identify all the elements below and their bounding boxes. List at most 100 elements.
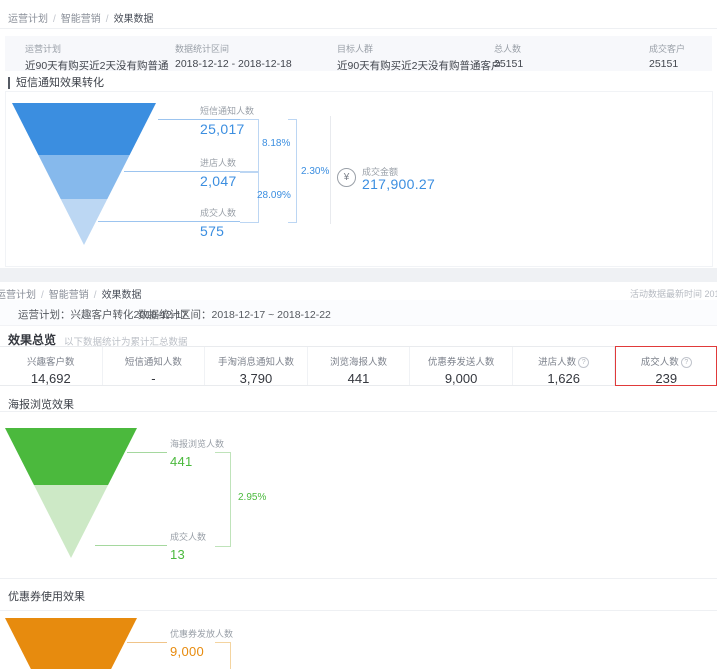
breadcrumb-separator: / [41, 290, 44, 301]
overview-stats-table: 兴趣客户数 14,692 短信通知人数 - 手淘消息通知人数 3,790 浏览海… [0, 346, 717, 386]
breadcrumb-item-plan[interactable]: 运营计划 [8, 14, 48, 25]
stat-col-poster-views: 浏览海报人数 441 [308, 347, 411, 386]
stat-label: 优惠券发送人数 [427, 357, 495, 368]
campaign-info-bar: 运营计划 近90天有购买近2天没有购普通 数据统计区间 2018-12-12 -… [5, 36, 712, 73]
connector-line [158, 119, 240, 120]
info-value: 25151 [649, 58, 679, 70]
rate-bracket [240, 119, 259, 173]
info-col-range: 数据统计区间 2018-12-12 - 2018-12-18 [175, 36, 292, 70]
section-title-coupon: 优惠券使用效果 [8, 591, 85, 603]
section-separator [0, 268, 717, 282]
stat-col-interested: 兴趣客户数 14,692 [0, 347, 103, 386]
connector-line [127, 642, 167, 643]
divider [0, 578, 717, 579]
connector-line [124, 171, 240, 172]
info-label: 运营计划 [25, 44, 62, 54]
stage-label-notified: 短信通知人数 [200, 106, 255, 116]
breadcrumb-separator: / [93, 290, 97, 301]
stage-label-visited: 进店人数 [200, 158, 237, 168]
stat-label: 进店人数? [513, 354, 615, 368]
info-value: 2018-12-12 - 2018-12-18 [175, 58, 292, 70]
stage-label-poster-views: 海报浏览人数 [170, 439, 225, 449]
divider [0, 28, 717, 29]
info-value: 近90天有购买近2天没有购普通客户 [337, 60, 502, 72]
breadcrumb-separator: / [53, 14, 56, 25]
info-label: 数据统计区间 [175, 44, 230, 54]
info-label: 成交客户 [649, 44, 686, 54]
stat-range: 数据统计区间：2018-12-17 ~ 2018-12-22 [138, 307, 331, 322]
breadcrumb-item-current: 效果数据 [101, 290, 142, 301]
stat-col-sms: 短信通知人数 - [103, 347, 206, 386]
funnel-segment-viewed [5, 428, 137, 485]
stat-label: 短信通知人数 [124, 357, 182, 368]
plan-value: 兴趣客户转化2018-12-17 [70, 309, 188, 321]
stage-value-visited: 2,047 [200, 173, 237, 189]
breadcrumb-separator: / [105, 14, 109, 25]
stage-value-coupon-sent: 9,000 [170, 644, 205, 659]
stat-col-transactions: 成交人数? 239 [615, 346, 717, 386]
rate-bracket [240, 171, 259, 223]
info-value: 25151 [494, 58, 524, 70]
stat-label: 兴趣客户数 [27, 357, 75, 368]
plan-name: 运营计划：兴趣客户转化2018-12-17 [18, 307, 187, 322]
info-value: 近90天有购买近2天没有购普通 [25, 60, 169, 72]
section-title-poster: 海报浏览效果 [8, 399, 74, 411]
stat-value: 1,626 [547, 371, 580, 386]
vertical-divider [330, 116, 331, 224]
rate-bracket-overall [288, 119, 297, 223]
stage-label-coupon-sent: 优惠券发放人数 [170, 629, 234, 639]
stage-value-poster-converted: 13 [170, 547, 186, 562]
breadcrumb-item-marketing[interactable]: 智能营销 [48, 290, 89, 301]
section-title-sms-funnel: 短信通知效果转化 [8, 77, 104, 89]
breadcrumb-item-plan[interactable]: 运营计划 [0, 290, 36, 301]
poster-conversion-rate: 2.95% [238, 492, 267, 503]
breadcrumb-item-marketing[interactable]: 智能营销 [60, 14, 101, 25]
stat-label-text: 成交人数 [640, 357, 679, 368]
stat-value: 239 [655, 371, 678, 386]
stat-label: 手淘消息通知人数 [217, 357, 294, 368]
conversion-rate-2-3: 28.09% [257, 190, 291, 201]
funnel-segment-coupon-sent [5, 618, 137, 669]
range-value: 2018-12-17 ~ 2018-12-22 [211, 309, 331, 321]
range-label: 数据统计区间： [138, 309, 212, 321]
amount-label: 成交金额 [362, 167, 399, 177]
divider [0, 610, 717, 611]
conversion-rate-1-2: 8.18% [262, 138, 291, 149]
stat-col-store-visits: 进店人数? 1,626 [513, 347, 616, 386]
funnel-segment-notified [12, 103, 156, 155]
overview-title: 效果总览 [8, 333, 57, 347]
poster-funnel-chart [5, 428, 137, 558]
info-label: 总人数 [494, 44, 522, 54]
stat-col-coupons-sent: 优惠券发送人数 9,000 [410, 347, 513, 386]
stage-value-converted: 575 [200, 223, 225, 239]
info-col-total: 总人数 25151 [494, 36, 523, 70]
info-col-audience: 目标人群 近90天有购买近2天没有购普通客户 [337, 36, 502, 73]
info-icon[interactable]: ? [578, 357, 590, 368]
stat-label: 浏览海报人数 [330, 357, 388, 368]
stage-label-converted: 成交人数 [200, 208, 237, 218]
stat-value: - [151, 371, 156, 386]
stage-label-poster-converted: 成交人数 [170, 532, 207, 542]
plan-summary-row: 运营计划：兴趣客户转化2018-12-17 数据统计区间：2018-12-17 … [0, 300, 717, 326]
coupon-funnel-chart [5, 618, 137, 669]
stat-label: 成交人数? [615, 354, 717, 368]
stat-label-text: 进店人数 [538, 357, 577, 368]
stat-value: 14,692 [30, 371, 71, 386]
stage-value-notified: 25,017 [200, 121, 245, 137]
breadcrumb: 运营计划 / 智能营销 / 效果数据 [0, 286, 142, 301]
info-label: 目标人群 [337, 44, 374, 54]
currency-icon: ¥ [337, 168, 356, 187]
stat-col-taobao-message: 手淘消息通知人数 3,790 [205, 347, 308, 386]
overview-note: 以下数据统计为累计汇总数据 [64, 337, 188, 348]
info-icon[interactable]: ? [680, 357, 692, 368]
plan-label: 运营计划： [18, 309, 71, 321]
rate-bracket [215, 452, 231, 547]
breadcrumb: 运营计划 / 智能营销 / 效果数据 [8, 10, 154, 25]
rate-bracket [215, 642, 231, 669]
funnel-segment-converted [5, 485, 137, 558]
breadcrumb-item-current: 效果数据 [113, 14, 154, 25]
connector-line [127, 452, 167, 453]
stage-value-poster-views: 441 [170, 454, 193, 469]
stat-value: 9,000 [444, 371, 478, 386]
